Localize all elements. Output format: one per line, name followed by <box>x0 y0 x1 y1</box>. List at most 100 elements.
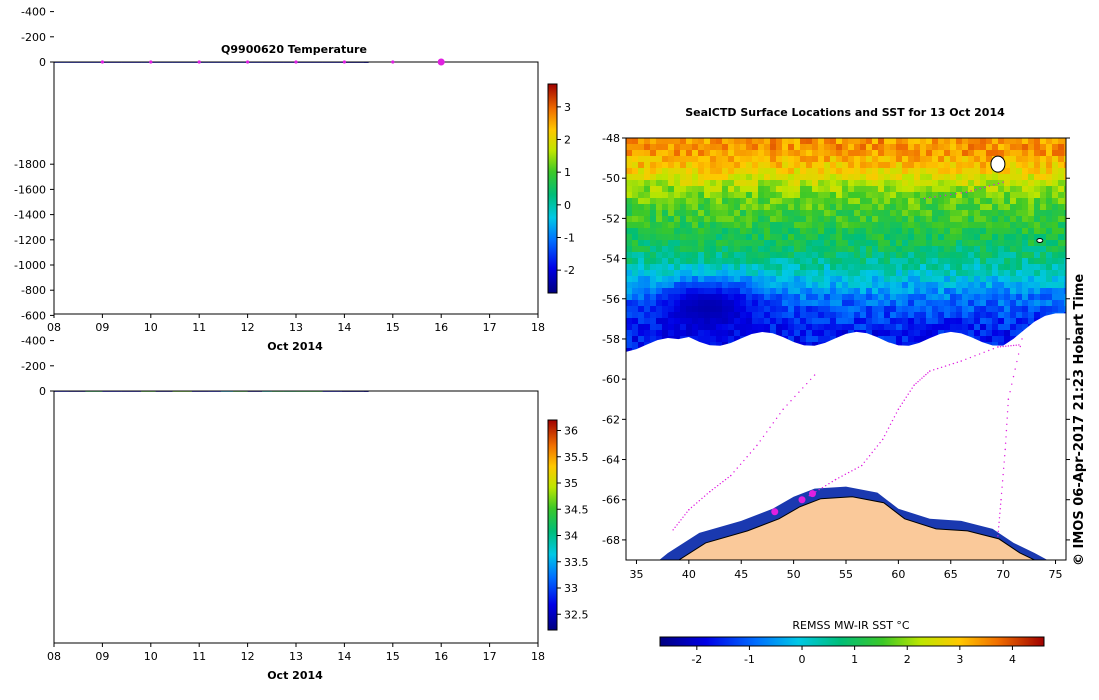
sst-pixel <box>848 162 854 168</box>
sst-pixel <box>914 234 920 240</box>
sst-pixel <box>950 234 956 240</box>
sst-pixel <box>920 192 926 198</box>
sst-pixel <box>740 252 746 258</box>
sst-pixel <box>746 318 752 324</box>
sst-pixel <box>950 144 956 150</box>
profile-cell <box>233 316 248 317</box>
profile-cell <box>262 12 272 13</box>
profile-cell <box>262 354 272 355</box>
sst-pixel <box>746 252 752 258</box>
track-point <box>674 526 676 529</box>
profile-cell <box>156 288 173 289</box>
sst-pixel <box>674 204 680 210</box>
sst-pixel <box>776 210 782 216</box>
sst-pixel <box>626 204 632 210</box>
sst-pixel <box>746 264 752 270</box>
sst-pixel <box>680 300 686 306</box>
sst-pixel <box>944 294 950 300</box>
sst-pixel <box>656 222 662 228</box>
sst-pixel <box>764 156 770 162</box>
sst-pixel <box>644 324 650 330</box>
sst-pixel <box>644 312 650 318</box>
profile-marker <box>294 60 298 64</box>
sst-pixel <box>848 240 854 246</box>
profile-cell <box>342 390 364 391</box>
sst-pixel <box>926 228 932 234</box>
sst-pixel <box>1004 192 1010 198</box>
track-point <box>834 478 837 481</box>
sst-pixel <box>950 288 956 294</box>
sst-pixel <box>722 186 728 192</box>
sst-pixel <box>1016 228 1022 234</box>
track-point <box>944 365 947 367</box>
sst-pixel <box>878 222 884 228</box>
sst-pixel <box>800 276 806 282</box>
sst-pixel <box>878 240 884 246</box>
sst-pixel <box>638 144 644 150</box>
sst-pixel <box>674 138 680 144</box>
profile-column <box>322 370 342 392</box>
sst-pixel <box>1064 150 1066 156</box>
track-point <box>999 512 1001 514</box>
sst-pixel <box>896 228 902 234</box>
sst-pixel <box>1052 294 1058 300</box>
profile-cell <box>141 311 156 312</box>
sst-pixel <box>866 180 872 186</box>
profile-cell <box>54 386 69 387</box>
sst-pixel <box>932 288 938 294</box>
sst-pixel <box>938 222 944 228</box>
sst-pixel <box>650 288 656 294</box>
profile-cell <box>323 370 342 371</box>
sst-pixel <box>728 336 734 342</box>
sst-pixel <box>662 222 668 228</box>
sst-pixel <box>1052 174 1058 180</box>
sst-pixel <box>776 276 782 282</box>
sst-pixel <box>920 162 926 168</box>
sst-pixel <box>968 294 974 300</box>
sst-pixel <box>1028 300 1034 306</box>
sst-pixel <box>638 210 644 216</box>
sst-pixel <box>938 162 944 168</box>
sst-pixel <box>740 294 746 300</box>
sst-pixel <box>788 306 794 312</box>
sst-pixel <box>752 330 758 336</box>
sst-pixel <box>836 192 842 198</box>
profile-cell <box>262 25 272 26</box>
sst-pixel <box>758 276 764 282</box>
sst-pixel <box>788 234 794 240</box>
sst-pixel <box>794 258 800 264</box>
sst-pixel <box>908 216 914 222</box>
sst-pixel <box>1046 222 1052 228</box>
sst-pixel <box>986 216 992 222</box>
sst-pixel <box>890 150 896 156</box>
sst-pixel <box>944 168 950 174</box>
sst-pixel <box>650 270 656 276</box>
sst-pixel <box>980 234 986 240</box>
sst-pixel <box>764 144 770 150</box>
profile-cell <box>342 58 364 59</box>
sst-pixel <box>812 258 818 264</box>
sst-pixel <box>650 294 656 300</box>
sst-pixel <box>704 198 710 204</box>
sst-pixel <box>734 174 740 180</box>
sst-pixel <box>746 276 752 282</box>
sst-pixel <box>974 144 980 150</box>
sst-pixel <box>848 252 854 258</box>
sst-pixel <box>842 234 848 240</box>
profile-cell <box>311 24 323 25</box>
sst-pixel <box>944 300 950 306</box>
sst-pixel <box>1034 192 1040 198</box>
sst-pixel <box>902 270 908 276</box>
sst-pixel <box>806 210 812 216</box>
sst-pixel <box>650 228 656 234</box>
track-point <box>1012 344 1015 347</box>
sst-pixel <box>692 138 698 144</box>
sst-pixel <box>848 180 854 186</box>
sst-pixel <box>758 240 764 246</box>
sst-pixel <box>1028 186 1034 192</box>
sst-pixel <box>782 174 788 180</box>
profile-cell <box>156 329 173 330</box>
sst-pixel <box>764 306 770 312</box>
sst-pixel <box>992 306 998 312</box>
sst-pixel <box>890 234 896 240</box>
